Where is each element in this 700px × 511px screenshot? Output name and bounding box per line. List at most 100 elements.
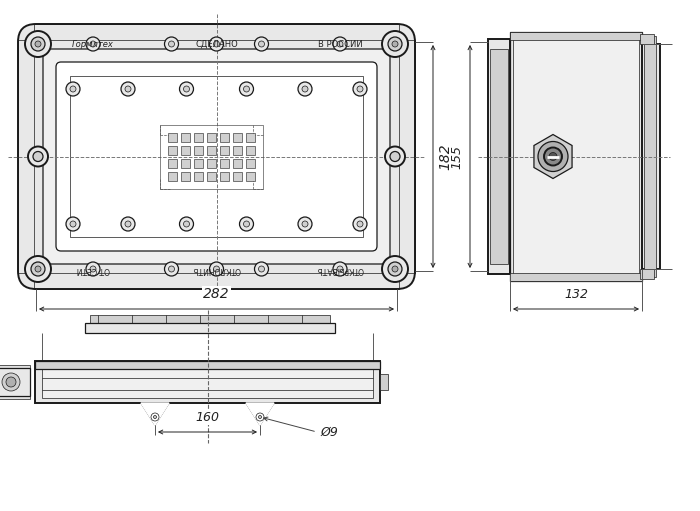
Circle shape [353,82,367,96]
Circle shape [86,262,100,276]
Text: 282: 282 [203,287,230,301]
Polygon shape [534,134,572,178]
Bar [233,158,242,168]
Text: В РОССИИ: В РОССИИ [318,39,363,49]
Bar [168,172,177,180]
Bar [181,132,190,142]
Bar [34,24,399,289]
Circle shape [169,266,174,272]
Bar [168,158,177,168]
Circle shape [239,82,253,96]
Bar [194,172,203,180]
Bar [233,172,242,180]
Circle shape [357,221,363,227]
Bar [640,269,654,279]
Text: 182: 182 [438,143,452,170]
Bar [194,158,203,168]
Circle shape [164,37,178,51]
Circle shape [258,415,262,419]
Bar [0,368,30,396]
Polygon shape [141,403,169,425]
Bar [233,132,242,142]
Bar [233,146,242,154]
Circle shape [33,151,43,161]
Circle shape [31,262,45,276]
Circle shape [244,221,249,227]
Text: ОТ СЕТИ: ОТ СЕТИ [76,265,110,273]
Bar [207,158,216,168]
Bar [246,146,255,154]
Circle shape [353,217,367,231]
Circle shape [179,217,193,231]
Circle shape [214,41,220,47]
Circle shape [169,41,174,47]
Text: Ø9: Ø9 [320,426,338,438]
Bar [644,36,656,277]
Bar [640,34,654,44]
Bar [246,172,255,180]
Circle shape [544,148,562,166]
Bar [220,146,229,154]
Bar [510,32,642,40]
Bar [168,132,177,142]
Text: СДЕЛАНО: СДЕЛАНО [195,39,238,49]
Circle shape [392,41,398,47]
Bar [90,315,330,323]
Circle shape [382,31,408,57]
Circle shape [6,377,16,387]
Circle shape [35,41,41,47]
Bar [246,132,255,142]
Circle shape [385,147,405,167]
Circle shape [258,266,265,272]
Circle shape [239,217,253,231]
FancyBboxPatch shape [56,62,377,251]
Bar [642,44,660,269]
Circle shape [66,217,80,231]
Bar [18,40,415,273]
Circle shape [209,262,223,276]
Circle shape [70,221,76,227]
Circle shape [337,41,343,47]
Circle shape [209,37,223,51]
Circle shape [86,37,100,51]
Circle shape [164,262,178,276]
Bar [194,146,203,154]
FancyBboxPatch shape [43,49,390,264]
Circle shape [302,86,308,92]
Circle shape [256,413,264,421]
Text: ОТКЛОНИТЬ: ОТКЛОНИТЬ [193,265,241,273]
Circle shape [2,373,20,391]
Circle shape [392,266,398,272]
Circle shape [25,256,51,282]
Circle shape [388,262,402,276]
Bar [220,132,229,142]
Bar [490,49,508,264]
Text: Гормлтех: Гормлтех [72,39,114,49]
Circle shape [538,142,568,172]
Circle shape [31,37,45,51]
Bar [220,172,229,180]
Bar [85,323,335,333]
Circle shape [333,37,347,51]
Circle shape [298,217,312,231]
Circle shape [302,221,308,227]
Bar [207,146,216,154]
Circle shape [382,256,408,282]
Bar [168,146,177,154]
Circle shape [121,82,135,96]
Circle shape [90,41,96,47]
Bar [42,366,373,398]
Circle shape [125,221,131,227]
Bar [510,32,642,281]
Circle shape [357,86,363,92]
Circle shape [333,262,347,276]
Bar [207,132,216,142]
Bar [181,146,190,154]
Circle shape [28,147,48,167]
Circle shape [66,82,80,96]
Circle shape [35,266,41,272]
Circle shape [125,86,131,92]
Text: 160: 160 [195,411,220,424]
Bar [181,172,190,180]
Circle shape [214,266,220,272]
